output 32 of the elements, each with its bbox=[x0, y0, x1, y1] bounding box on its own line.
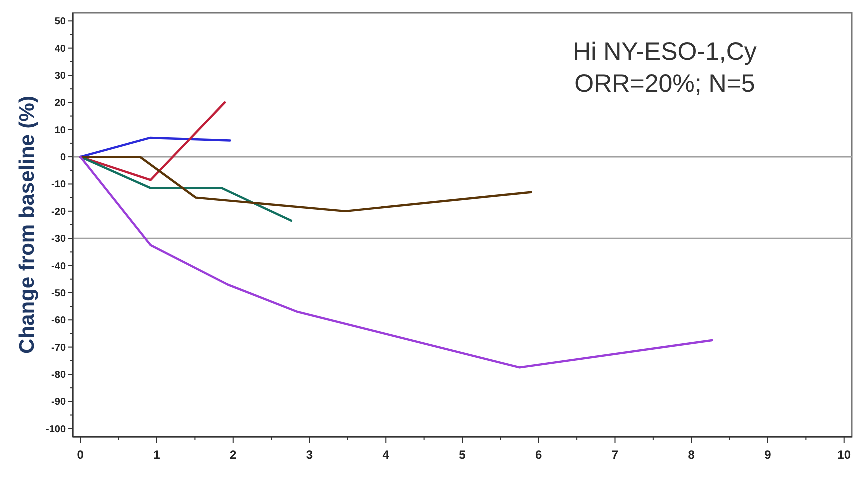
y-tick-label: 30 bbox=[54, 71, 66, 82]
line-series bbox=[80, 156, 532, 213]
annotation: ORR=20%; N=5 bbox=[574, 70, 756, 98]
x-tick-label: 3 bbox=[306, 448, 314, 462]
y-tick-label: -100 bbox=[46, 424, 66, 436]
x-tick-label: 0 bbox=[77, 448, 84, 462]
y-tick-label: 40 bbox=[54, 44, 66, 55]
x-tick-label: 9 bbox=[764, 448, 772, 462]
y-tick-label: 20 bbox=[54, 98, 66, 110]
y-tick-label: 10 bbox=[54, 125, 66, 136]
y-tick-label: -30 bbox=[52, 234, 66, 246]
y-tick-label: -70 bbox=[52, 342, 66, 354]
x-tick-label: 8 bbox=[688, 448, 696, 462]
x-tick-label: 4 bbox=[382, 448, 390, 462]
y-tick-label: -90 bbox=[52, 397, 66, 408]
x-tick-label: 1 bbox=[154, 448, 161, 462]
y-tick-label: 0 bbox=[60, 152, 66, 164]
y-tick-label: -20 bbox=[52, 206, 66, 218]
y-tick-label: -40 bbox=[52, 261, 66, 272]
x-tick-label: 6 bbox=[536, 448, 543, 462]
y-tick-label: 50 bbox=[54, 16, 66, 28]
x-tick-label: 10 bbox=[838, 448, 852, 462]
y-tick-label: -80 bbox=[52, 370, 66, 381]
y-axis-title: Change from baseline (%) bbox=[16, 96, 39, 354]
x-tick-label: 2 bbox=[230, 448, 238, 462]
x-tick-label: 5 bbox=[459, 448, 466, 462]
x-tick-label: 7 bbox=[612, 448, 619, 462]
line-series bbox=[80, 156, 714, 369]
y-tick-label: -60 bbox=[52, 316, 66, 327]
y-tick-label: -10 bbox=[52, 180, 66, 191]
annotation: Hi NY-ESO-1,Cy bbox=[573, 38, 758, 66]
y-tick-label: -50 bbox=[52, 288, 66, 300]
